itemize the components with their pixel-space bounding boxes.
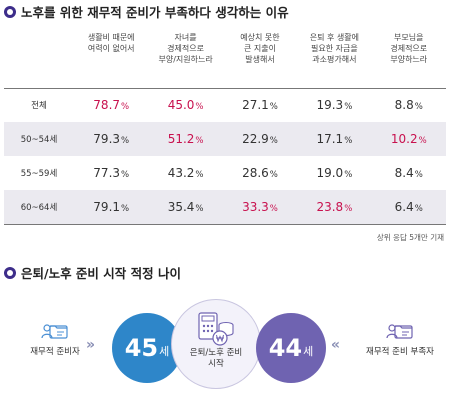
chevron-right-icon: » (86, 337, 95, 353)
row-label: 55~59세 (20, 169, 58, 179)
chevron-left-icon: » (334, 337, 341, 353)
table-cell: 27.1% (242, 98, 278, 112)
table-cell: 23.8% (316, 200, 353, 214)
prepared-group: 재무적 준비자 (16, 322, 94, 357)
column-header: 은퇴 후 생활에 필요한 자금을 과소평가해서 (309, 33, 359, 64)
unprepared-age-value: 44 (268, 334, 303, 362)
circle-bullet-icon (4, 5, 16, 18)
row-label: 50~54세 (20, 135, 58, 145)
table-cell: 78.7% (93, 98, 130, 112)
person-folder-icon (16, 322, 94, 340)
prepared-label: 재무적 준비자 (30, 347, 80, 357)
person-folder-icon (354, 322, 446, 340)
unprepared-group: 재무적 준비 부족자 (354, 322, 446, 357)
table-cell: 19.0% (316, 166, 353, 180)
table-cell: 8.4% (394, 166, 423, 180)
table-cell: 10.2% (390, 132, 427, 146)
section-title-start-age: 은퇴/노후 준비 시작 적정 나이 (4, 263, 181, 282)
header-corner (4, 26, 74, 88)
table-cell: 35.4% (167, 200, 204, 214)
table-footnote: 상위 응답 5개만 기재 (376, 233, 444, 242)
table-cell: 79.3% (93, 132, 130, 146)
table-cell: 51.2% (167, 132, 204, 146)
circle-bullet-icon (4, 266, 16, 279)
table-cell: 43.2% (167, 166, 204, 180)
table-cell: 6.4% (394, 200, 423, 214)
reasons-table: 생활비 때문에 여력이 없어서 자녀를 경제적으로 부양/지원하느라 예상치 못… (4, 26, 446, 224)
section-title-text: 은퇴/노후 준비 시작 적정 나이 (21, 266, 181, 281)
table-header-row: 생활비 때문에 여력이 없어서 자녀를 경제적으로 부양/지원하느라 예상치 못… (4, 26, 446, 88)
row-label: 전체 (31, 101, 47, 111)
calculator-coins-icon (198, 312, 234, 346)
column-header: 생활비 때문에 여력이 없어서 (87, 33, 135, 53)
prepared-age-value: 45 (124, 334, 159, 362)
table-bottom-divider (4, 224, 446, 225)
table-row: 50~54세 79.3% 51.2% 22.9% 17.1% 10.2% (4, 122, 446, 156)
unprepared-age-circle: 44 세 (256, 313, 326, 383)
unprepared-label: 재무적 준비 부족자 (366, 347, 434, 357)
table-cell: 79.1% (93, 200, 130, 214)
table-cell: 28.6% (242, 166, 278, 180)
section-title-reasons: 노후를 위한 재무적 준비가 부족하다 생각하는 이유 (4, 2, 289, 21)
table-cell: 22.9% (242, 132, 278, 146)
table-cell: 17.1% (316, 132, 353, 146)
section-title-text: 노후를 위한 재무적 준비가 부족하다 생각하는 이유 (21, 5, 289, 20)
column-header: 부모님을 경제적으로 부양하느라 (390, 33, 428, 64)
prepared-age-circle: 45 세 (112, 313, 182, 383)
header-divider (4, 88, 446, 89)
row-label: 60~64세 (20, 203, 58, 213)
center-label: 은퇴/노후 준비 시작 (189, 348, 243, 369)
table-cell: 33.3% (242, 200, 278, 214)
age-unit: 세 (303, 345, 314, 358)
table-cell: 8.8% (394, 98, 423, 112)
column-header: 예상치 못한 큰 지출이 발생해서 (240, 33, 280, 64)
column-header: 자녀를 경제적으로 부양/지원하느라 (158, 33, 213, 64)
table-row: 55~59세 77.3% 43.2% 28.6% 19.0% 8.4% (4, 156, 446, 190)
table-cell: 45.0% (167, 98, 204, 112)
table-row: 전체 78.7% 45.0% 27.1% 19.3% 8.8% (4, 88, 446, 122)
table-row: 60~64세 79.1% 35.4% 33.3% 23.8% 6.4% (4, 190, 446, 224)
age-unit: 세 (159, 345, 170, 358)
table-cell: 77.3% (93, 166, 130, 180)
table-cell: 19.3% (316, 98, 353, 112)
